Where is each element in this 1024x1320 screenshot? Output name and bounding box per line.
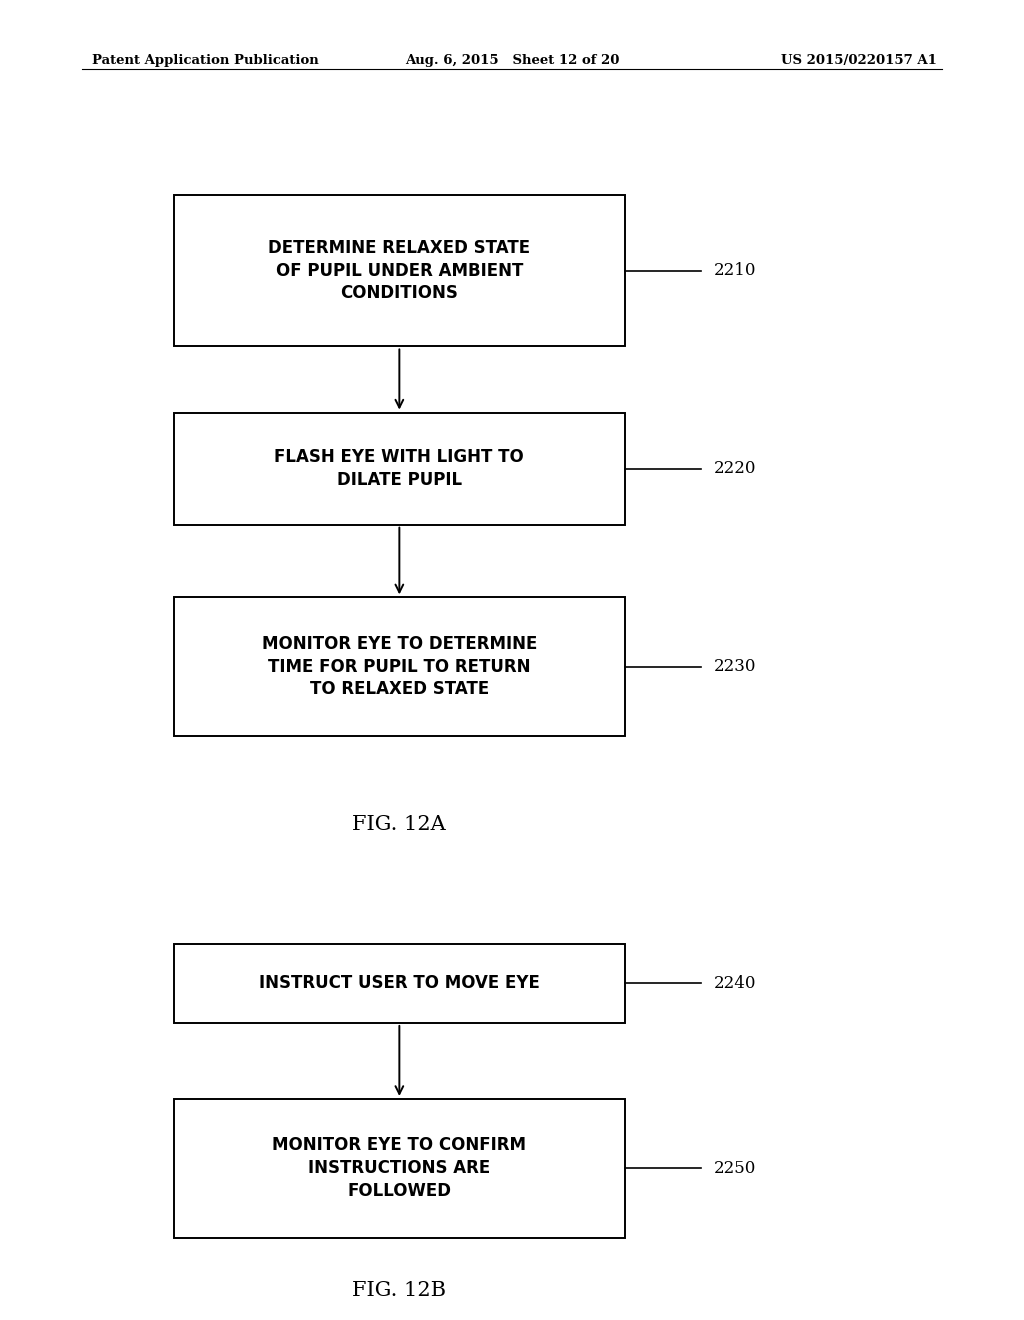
FancyBboxPatch shape bbox=[174, 944, 625, 1023]
Text: Aug. 6, 2015   Sheet 12 of 20: Aug. 6, 2015 Sheet 12 of 20 bbox=[404, 54, 620, 66]
Text: US 2015/0220157 A1: US 2015/0220157 A1 bbox=[781, 54, 937, 66]
Text: FIG. 12B: FIG. 12B bbox=[352, 1282, 446, 1300]
Text: DETERMINE RELAXED STATE
OF PUPIL UNDER AMBIENT
CONDITIONS: DETERMINE RELAXED STATE OF PUPIL UNDER A… bbox=[268, 239, 530, 302]
Text: 2240: 2240 bbox=[714, 975, 757, 991]
Text: 2230: 2230 bbox=[714, 659, 757, 675]
Text: Patent Application Publication: Patent Application Publication bbox=[92, 54, 318, 66]
Text: INSTRUCT USER TO MOVE EYE: INSTRUCT USER TO MOVE EYE bbox=[259, 974, 540, 993]
FancyBboxPatch shape bbox=[174, 412, 625, 524]
Text: 2220: 2220 bbox=[714, 461, 757, 477]
Text: 2250: 2250 bbox=[714, 1160, 756, 1176]
FancyBboxPatch shape bbox=[174, 597, 625, 737]
Text: MONITOR EYE TO DETERMINE
TIME FOR PUPIL TO RETURN
TO RELAXED STATE: MONITOR EYE TO DETERMINE TIME FOR PUPIL … bbox=[262, 635, 537, 698]
FancyBboxPatch shape bbox=[174, 1098, 625, 1238]
Text: FLASH EYE WITH LIGHT TO
DILATE PUPIL: FLASH EYE WITH LIGHT TO DILATE PUPIL bbox=[274, 449, 524, 488]
FancyBboxPatch shape bbox=[174, 195, 625, 346]
Text: 2210: 2210 bbox=[714, 263, 757, 279]
Text: MONITOR EYE TO CONFIRM
INSTRUCTIONS ARE
FOLLOWED: MONITOR EYE TO CONFIRM INSTRUCTIONS ARE … bbox=[272, 1137, 526, 1200]
Text: FIG. 12A: FIG. 12A bbox=[352, 816, 446, 834]
